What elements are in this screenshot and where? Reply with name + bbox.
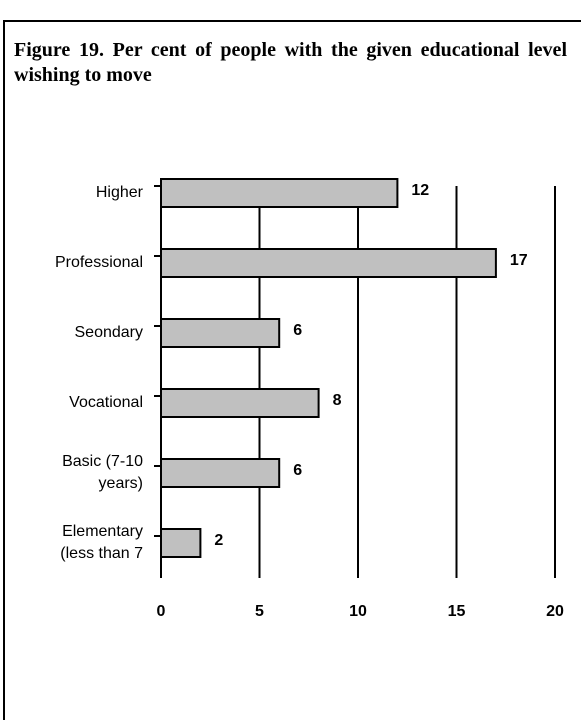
x-tick-label: 5 — [255, 603, 264, 620]
data-label: 8 — [333, 392, 342, 409]
data-label: 17 — [510, 252, 528, 269]
y-tick-label: Elementary (less than 7 — [60, 523, 143, 562]
data-label: 12 — [411, 182, 429, 199]
bar — [160, 458, 281, 488]
page: {"chart_data": {"type": "bar", "orientat… — [3, 20, 581, 720]
x-tick-label: 15 — [448, 603, 466, 620]
bar — [160, 318, 281, 348]
chart-title: Figure 19. Per cent of people with the g… — [14, 39, 567, 86]
bar — [160, 388, 320, 418]
frame — [3, 20, 581, 720]
y-tick-label: Basic (7-10 years) — [62, 453, 143, 492]
data-label: 6 — [293, 462, 302, 479]
bar — [160, 528, 202, 558]
x-tick-label: 0 — [157, 603, 166, 620]
y-tick-label: Vocational — [69, 394, 143, 411]
bar — [160, 178, 399, 208]
bar — [160, 248, 497, 278]
x-tick-label: 10 — [349, 603, 367, 620]
y-tick-label: Professional — [55, 254, 143, 271]
data-label: 6 — [293, 322, 302, 339]
data-label: 2 — [214, 532, 223, 549]
x-tick-label: 20 — [546, 603, 564, 620]
y-tick-label: Seondary — [75, 324, 144, 341]
y-tick-label: Higher — [96, 184, 144, 201]
chart: 0 5 10 15 20 Higher 12 Professional 17 Seondary 6 V… — [55, 178, 564, 620]
